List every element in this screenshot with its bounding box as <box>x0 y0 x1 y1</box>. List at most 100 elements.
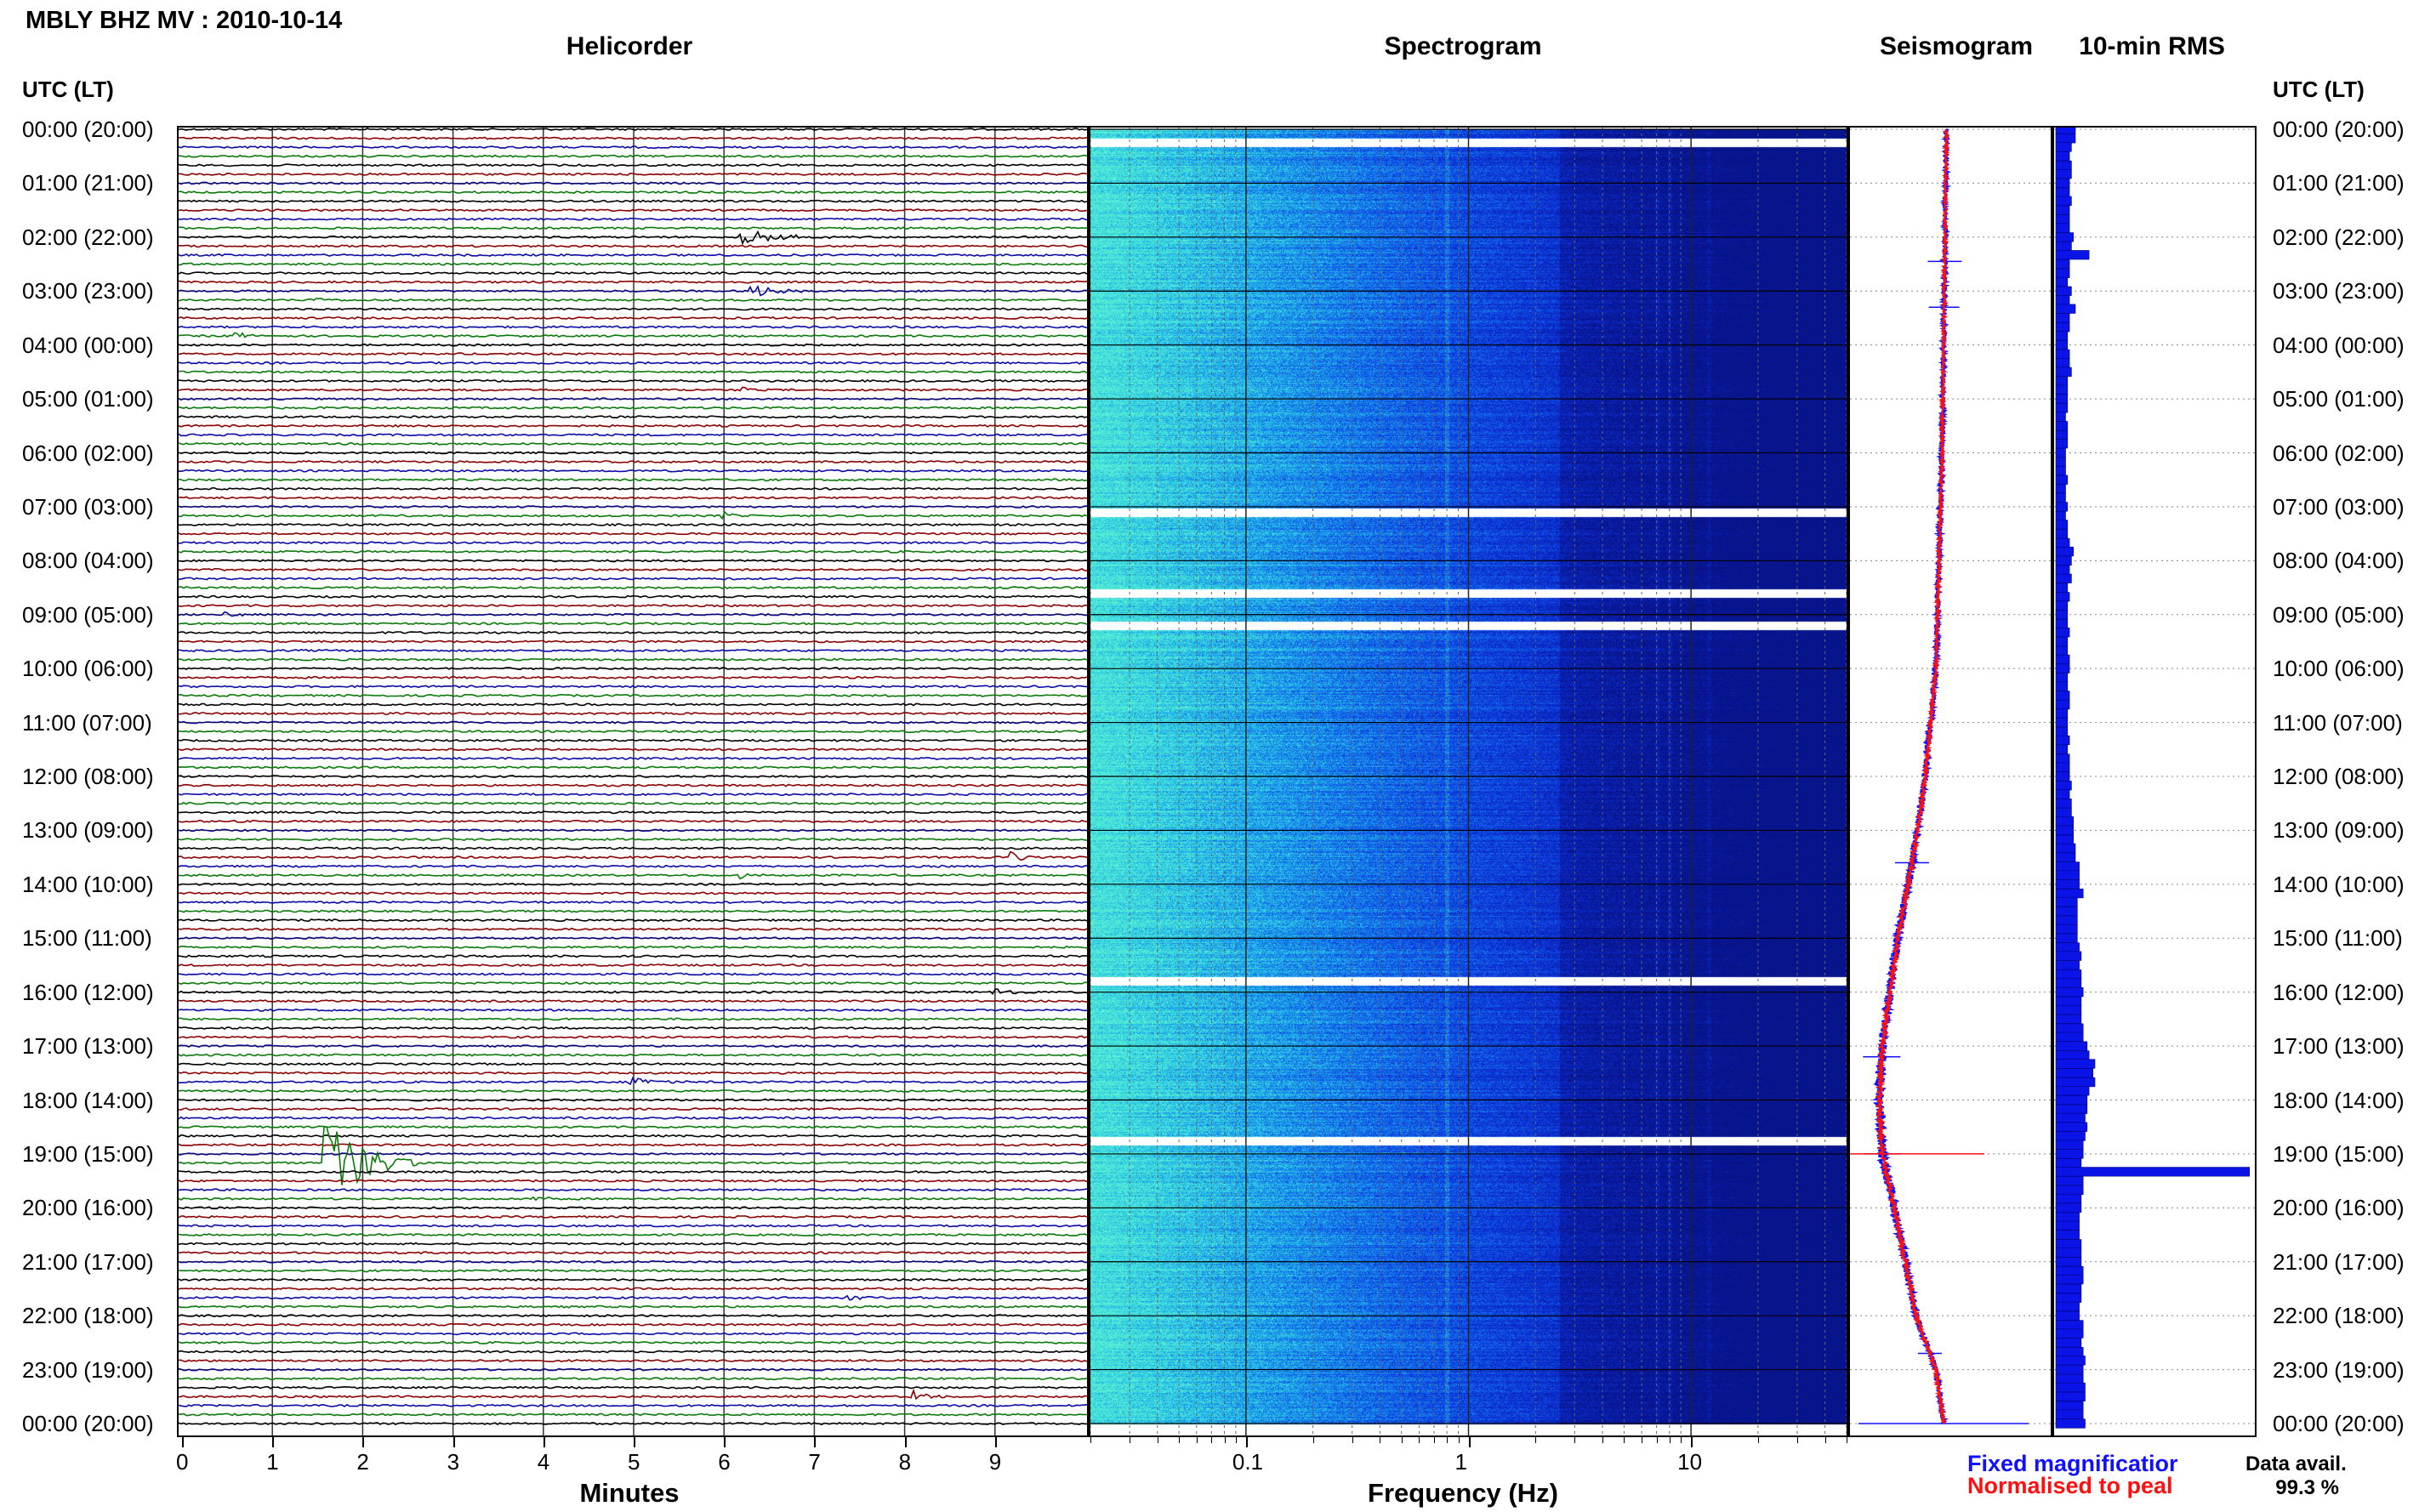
rms-bar <box>2055 529 2069 539</box>
helicorder-trace <box>179 801 1087 805</box>
time-label-left: 15:00 (11:00) <box>22 925 152 952</box>
rms-bar <box>2055 367 2072 377</box>
rms-bar <box>2055 583 2069 593</box>
rms-bar <box>2055 286 2072 296</box>
time-label-right: 00:00 (20:00) <box>2273 117 2405 142</box>
helicorder-trace <box>179 756 1087 760</box>
helicorder-trace <box>179 1224 1087 1228</box>
helicorder-trace <box>179 332 1087 338</box>
rms-bar <box>2055 1257 2082 1267</box>
rms-bar <box>2055 942 2080 952</box>
helicorder-trace <box>179 611 1087 617</box>
helicorder-trace <box>179 577 1087 581</box>
utc-label-left: UTC (LT) <box>22 77 114 102</box>
helicorder-trace <box>179 1277 1087 1282</box>
rms-bar <box>2055 960 2080 970</box>
rms-bar <box>2055 268 2070 278</box>
rms-bar <box>2055 1185 2084 1195</box>
spectrogram-tick <box>1691 1437 1693 1447</box>
rms-bar <box>2055 1158 2082 1168</box>
helicorder-tick <box>362 1437 365 1447</box>
helicorder-trace <box>179 685 1087 689</box>
helicorder-trace <box>179 1170 1087 1174</box>
helicorder-trace <box>179 738 1087 742</box>
rms-bar <box>2055 673 2069 683</box>
rms-bar <box>2055 1050 2090 1060</box>
rms-bar <box>2055 160 2072 171</box>
rms-bar <box>2055 187 2070 197</box>
spectrogram-tick-label: 1 <box>1454 1449 1467 1475</box>
rms-bar <box>2055 987 2084 998</box>
helicorder-trace <box>179 882 1087 886</box>
time-label-right: 18:00 (14:00) <box>2273 1087 2405 1113</box>
rms-bar <box>2055 1239 2082 1249</box>
rms-bar <box>2055 475 2069 485</box>
rms-bar <box>2055 1382 2086 1393</box>
rms-bar <box>2055 331 2069 341</box>
spectrogram-panel <box>1089 126 1848 1437</box>
helicorder-trace <box>179 397 1087 401</box>
rms-bar <box>2055 978 2082 988</box>
rms-bar <box>2055 1310 2080 1321</box>
spectrogram-minor-tick <box>1211 1437 1213 1443</box>
helicorder-trace <box>179 1413 1087 1417</box>
spectrogram-minor-tick <box>1090 1437 1091 1443</box>
helicorder-trace <box>179 441 1087 446</box>
helicorder-trace <box>179 909 1087 913</box>
helicorder-trace <box>179 1062 1087 1066</box>
time-label-left: 22:00 (18:00) <box>22 1303 154 1329</box>
helicorder-trace <box>179 1035 1087 1039</box>
spectrogram-minor-tick <box>1468 1437 1470 1443</box>
time-label-left: 17:00 (13:00) <box>22 1033 154 1060</box>
time-label-right: 23:00 (19:00) <box>2273 1356 2405 1383</box>
helicorder-trace <box>179 226 1087 230</box>
helicorder-trace <box>179 891 1087 895</box>
helicorder-trace <box>179 954 1087 958</box>
helicorder-tick <box>634 1437 635 1447</box>
helicorder-trace <box>179 1188 1087 1192</box>
time-label-left: 16:00 (12:00) <box>22 979 154 1005</box>
helicorder-trace <box>179 1385 1087 1390</box>
helicorder-tick <box>543 1437 545 1447</box>
rms-bar <box>2055 447 2066 458</box>
rms-bar <box>2055 1104 2088 1114</box>
helicorder-trace <box>179 1125 1087 1129</box>
helicorder-trace <box>179 1287 1087 1291</box>
rms-bar <box>2055 1077 2096 1088</box>
rms-bar <box>2055 196 2072 206</box>
rms-bar <box>2055 484 2066 494</box>
rms-bar <box>2055 717 2069 728</box>
spectrogram-minor-tick <box>1656 1437 1658 1443</box>
spectrogram-tick-label: 0.1 <box>1232 1449 1264 1475</box>
spectrogram-minor-tick <box>1535 1437 1537 1443</box>
helicorder-trace <box>179 846 1087 850</box>
time-label-right: 22:00 (18:00) <box>2273 1303 2405 1329</box>
helicorder-trace <box>179 541 1087 545</box>
helicorder-trace <box>179 244 1087 248</box>
helicorder-trace <box>179 675 1087 679</box>
spectrogram-minor-tick <box>1179 1437 1181 1443</box>
helicorder-trace <box>179 145 1087 150</box>
time-label-left: 20:00 (16:00) <box>22 1195 154 1221</box>
helicorder-trace <box>179 1076 1087 1086</box>
helicorder-tick-label: 3 <box>447 1449 460 1475</box>
helicorder-tick-label: 6 <box>718 1449 731 1475</box>
helicorder-trace <box>179 810 1087 815</box>
spectrogram-minor-tick <box>1235 1437 1237 1443</box>
time-label-left: 12:00 (08:00) <box>22 764 154 789</box>
rms-bar <box>2055 1248 2082 1258</box>
helicorder-trace <box>179 361 1087 365</box>
helicorder-trace <box>179 850 1087 861</box>
helicorder-trace <box>179 451 1087 455</box>
rms-bar <box>2055 691 2070 701</box>
spectrogram-minor-tick <box>1824 1437 1826 1443</box>
helicorder-trace <box>179 1116 1087 1120</box>
time-label-right: 05:00 (01:00) <box>2273 386 2405 412</box>
rms-bar <box>2055 897 2078 907</box>
helicorder-trace <box>179 900 1087 904</box>
helicorder-trace <box>179 1322 1087 1327</box>
time-label-left: 13:00 (09:00) <box>22 817 154 844</box>
helicorder-trace <box>179 639 1087 644</box>
helicorder-trace <box>179 486 1087 491</box>
rms-bar <box>2055 295 2070 305</box>
